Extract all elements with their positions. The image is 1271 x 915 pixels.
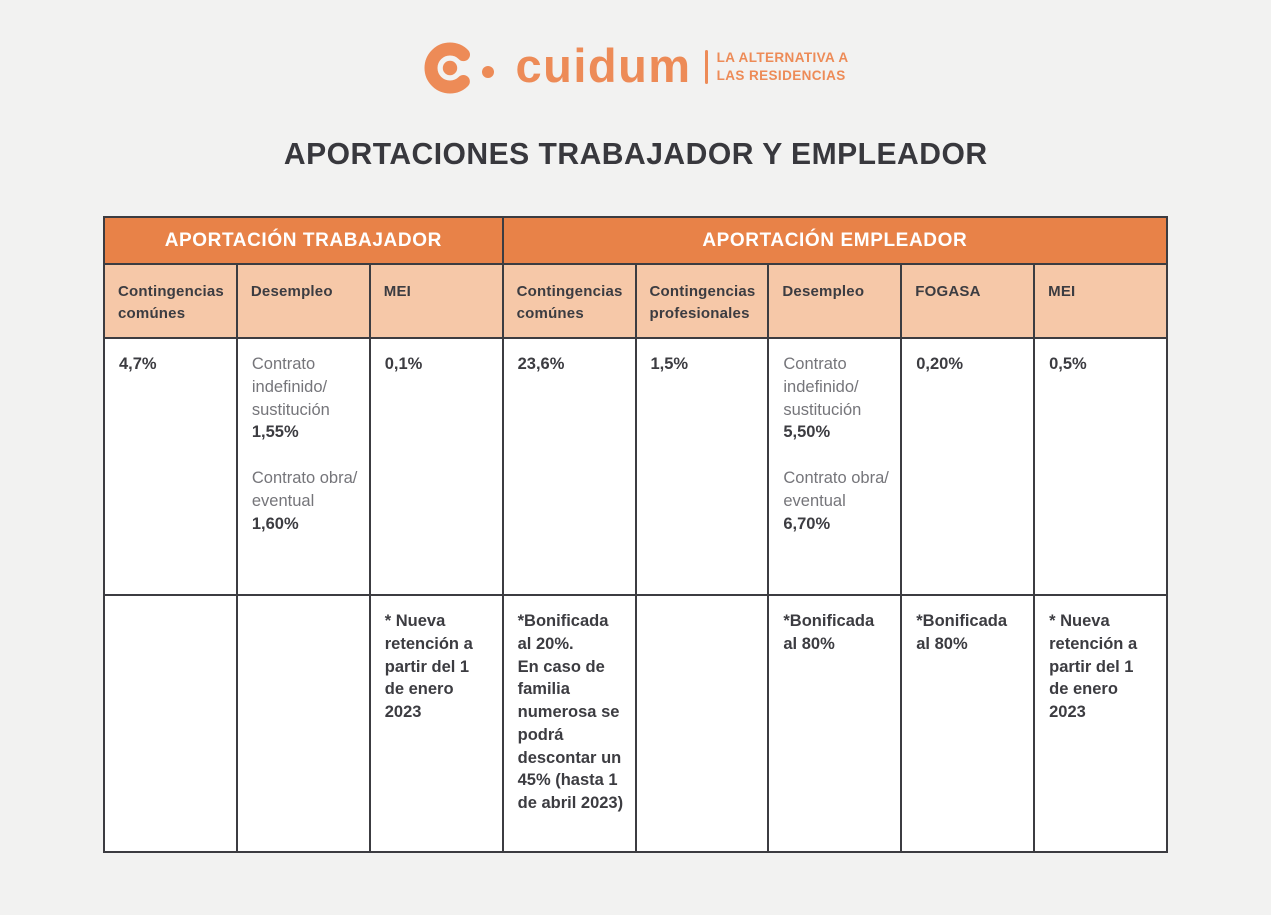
cell-rate-mei-empleador: 0,5% (1033, 337, 1168, 596)
note-text: * Nueva retención a partir del 1 de ener… (384, 612, 473, 722)
page-title: APORTACIONES TRABAJADOR Y EMPLEADOR (283, 136, 988, 171)
note-text: *Bonificada al 80% (783, 612, 875, 653)
column-header-desempleo-empleador: Desempleo (767, 263, 903, 339)
rate-value: 1,55% (251, 423, 299, 442)
contributions-table-wrap: APORTACIÓN TRABAJADOR APORTACIÓN EMPLEAD… (103, 216, 1169, 853)
column-header-row: Contingencias comúnes Desempleo MEI Cont… (103, 263, 1168, 339)
rate-value: 1,5% (650, 355, 689, 373)
notes-row: * Nueva retención a partir del 1 de ener… (103, 594, 1168, 853)
contributions-table: APORTACIÓN TRABAJADOR APORTACIÓN EMPLEAD… (103, 216, 1169, 853)
rate-contract-indefinido: Contrato indefinido/ sustitución 5,50% (783, 353, 891, 444)
column-header-fogasa-empleador: FOGASA (900, 263, 1036, 339)
contract-label: Contrato obra/ eventual (251, 469, 358, 510)
cell-rate-mei-trabajador: 0,1% (368, 337, 504, 596)
cell-rate-contingencias-profesionales-empleador: 1,5% (634, 337, 770, 596)
cell-rate-contingencias-comunes-empleador: 23,6% (501, 337, 637, 596)
cell-note-desempleo-empleador: *Bonificada al 80% (767, 594, 903, 853)
column-header-desempleo-trabajador: Desempleo (235, 263, 371, 339)
rate-value: 5,50% (783, 423, 831, 442)
column-header-contingencias-profesionales-empleador: Contingencias profesionales (634, 263, 770, 339)
rate-contract-obra: Contrato obra/ eventual 6,70% (783, 467, 891, 535)
rates-row: 4,7% Contrato indefinido/ sustitución 1,… (103, 337, 1168, 596)
column-header-mei-empleador: MEI (1033, 263, 1168, 339)
group-header-row: APORTACIÓN TRABAJADOR APORTACIÓN EMPLEAD… (103, 216, 1169, 265)
rate-value: 4,7% (119, 355, 157, 373)
contract-label: Contrato indefinido/ sustitución (251, 355, 330, 419)
cell-note-mei-trabajador: * Nueva retención a partir del 1 de ener… (368, 594, 504, 853)
cell-rate-contingencias-comunes-trabajador: 4,7% (103, 337, 238, 596)
column-header-contingencias-comunes-trabajador: Contingencias comúnes (103, 263, 238, 339)
rate-value: 23,6% (517, 355, 565, 373)
rate-value: 6,70% (783, 514, 831, 533)
cuidum-logo: cuidum LA ALTERNATIVA A LAS RESIDENCIAS (0, 0, 1271, 96)
cell-note-contingencias-profesionales-empleador (634, 594, 770, 853)
brand-wordmark: cuidum (515, 38, 692, 92)
note-text: * Nueva retención a partir del 1 de ener… (1049, 612, 1138, 722)
tagline-line-2: LAS RESIDENCIAS (716, 68, 846, 83)
contract-label: Contrato indefinido/ sustitución (783, 355, 862, 419)
cell-note-desempleo-trabajador (235, 594, 371, 853)
column-header-mei-trabajador: MEI (368, 263, 504, 339)
cell-rate-fogasa-empleador: 0,20% (900, 337, 1036, 596)
column-header-contingencias-comunes-empleador: Contingencias comúnes (501, 263, 637, 339)
cell-rate-desempleo-empleador: Contrato indefinido/ sustitución 5,50% C… (767, 337, 903, 596)
note-text: *Bonificada al 80% (916, 612, 1008, 653)
infographic-page: cuidum LA ALTERNATIVA A LAS RESIDENCIAS … (0, 0, 1271, 853)
cell-note-contingencias-comunes-trabajador (103, 594, 238, 853)
cell-note-contingencias-comunes-empleador: *Bonificada al 20%. En caso de familia n… (501, 594, 637, 853)
cell-note-mei-empleador: * Nueva retención a partir del 1 de ener… (1033, 594, 1168, 853)
contract-label: Contrato obra/ eventual (783, 469, 889, 510)
rate-value: 0,20% (916, 355, 964, 373)
cell-note-fogasa-empleador: *Bonificada al 80% (900, 594, 1036, 853)
rate-contract-obra: Contrato obra/ eventual 1,60% (252, 467, 360, 535)
tagline-line-1: LA ALTERNATIVA A (716, 50, 849, 66)
group-header-trabajador: APORTACIÓN TRABAJADOR (103, 216, 504, 265)
rate-value: 0,5% (1049, 355, 1087, 373)
logo-divider (704, 50, 708, 84)
cell-rate-desempleo-trabajador: Contrato indefinido/ sustitución 1,55% C… (235, 337, 371, 596)
cuidum-c-icon (424, 42, 495, 94)
rate-value: 1,60% (251, 514, 299, 533)
rate-value: 0,1% (384, 355, 423, 373)
logo-tagline: LA ALTERNATIVA A LAS RESIDENCIAS (717, 49, 849, 84)
group-header-empleador: APORTACIÓN EMPLEADOR (501, 216, 1169, 265)
note-text-line2: En caso de familia numerosa se podrá des… (517, 657, 624, 813)
note-text-line1: *Bonificada al 20%. (517, 612, 609, 653)
rate-contract-indefinido: Contrato indefinido/ sustitución 1,55% (252, 353, 360, 444)
